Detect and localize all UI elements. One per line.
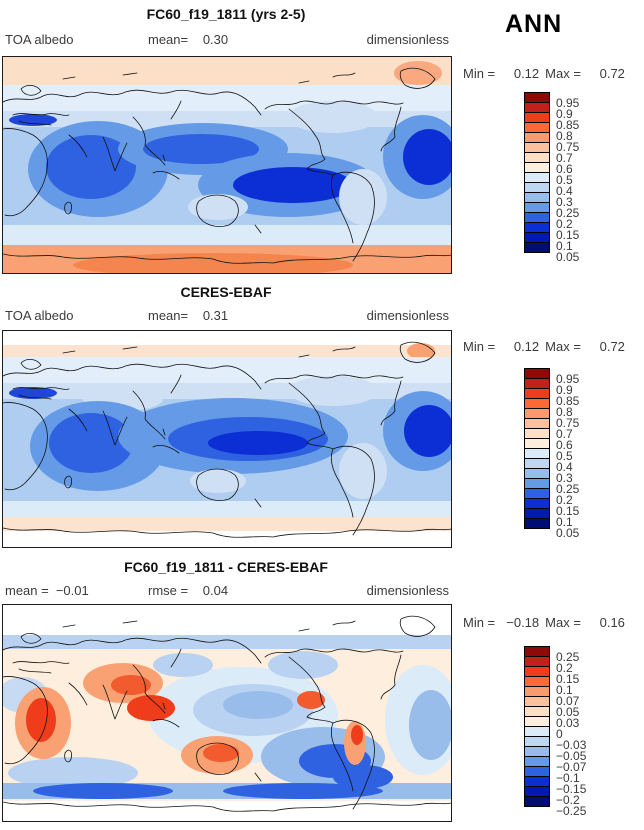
colorbar-tick-label: 0.85 bbox=[556, 394, 580, 408]
panel2-map-obs-albedo bbox=[2, 330, 452, 548]
panel3-map-difference bbox=[2, 604, 452, 822]
season-label: ANN bbox=[505, 10, 563, 38]
colorbar-cell bbox=[524, 242, 550, 253]
colorbar-tick-label: 0.6 bbox=[556, 162, 573, 176]
colorbar-tick-label: 0.1 bbox=[556, 515, 573, 529]
colorbar-tick-label: 0.07 bbox=[556, 694, 580, 708]
colorbar-tick-label: 0.95 bbox=[556, 372, 580, 386]
panel1-title: FC60_f19_1811 (yrs 2-5) bbox=[146, 6, 306, 22]
colorbar-tick-label: −0.25 bbox=[556, 804, 587, 818]
panel1-header-row: TOA albedo mean= 0.30 dimensionless bbox=[2, 32, 450, 48]
colorbar-tick-label: 0.7 bbox=[556, 151, 573, 165]
colorbar-tick-label: 0.4 bbox=[556, 460, 573, 474]
colorbar-cell bbox=[524, 518, 550, 529]
colorbar-tick-label: 0.15 bbox=[556, 672, 580, 686]
colorbar-tick-label: 0.9 bbox=[556, 383, 573, 397]
panel2-variable-label: TOA albedo bbox=[5, 308, 74, 323]
panel2-max-value: 0.72 bbox=[599, 339, 625, 354]
colorbar-tick-label: 0.25 bbox=[556, 206, 580, 220]
colorbar-tick-label: 0.2 bbox=[556, 661, 573, 675]
colorbar-tick-label: −0.05 bbox=[556, 749, 587, 763]
panel3-colorbar: 0.25 0.2 0.15 0.1 0.07 0.05 0.03 0 −0.03 −0.05 −0.… bbox=[524, 646, 586, 817]
panel3-units-label: dimensionless bbox=[366, 583, 449, 598]
colorbar-tick-label: 0.15 bbox=[556, 504, 580, 518]
colorbar-tick-label: 0.9 bbox=[556, 107, 573, 121]
colorbar-tick-label: 0.75 bbox=[556, 416, 580, 430]
colorbar-tick-label: −0.1 bbox=[556, 771, 580, 785]
colorbar-tick-label: 0 bbox=[556, 727, 563, 741]
panel1-colorbar: 0.95 0.9 0.85 0.8 0.75 0.7 0.6 0.5 0.4 0.3 0.25 0.2… bbox=[524, 92, 579, 263]
panel2-header-row: TOA albedo mean= 0.31 dimensionless bbox=[2, 308, 450, 324]
panel3-minmax: Min = −0.18 Max = 0.16 bbox=[463, 615, 641, 630]
panel2-min-key: Min = bbox=[463, 339, 496, 354]
panel2-mean-label: mean= 0.31 bbox=[148, 308, 229, 323]
colorbar-tick-label: 0.1 bbox=[556, 683, 573, 697]
panel1-mean-label: mean= 0.30 bbox=[148, 32, 229, 47]
colorbar-tick-label: 0.95 bbox=[556, 96, 580, 110]
panel1-minmax: Min = 0.12 Max = 0.72 bbox=[463, 66, 641, 81]
panel2-colorbar: 0.95 0.9 0.85 0.8 0.75 0.7 0.6 0.5 0.4 0.3 0.25 0.2… bbox=[524, 368, 579, 539]
colorbar-tick-label: 0.03 bbox=[556, 716, 580, 730]
colorbar-tick-label: 0.5 bbox=[556, 449, 573, 463]
colorbar-tick-label: 0.05 bbox=[556, 526, 580, 540]
colorbar-tick-label: 0.05 bbox=[556, 705, 580, 719]
panel3-mean-label: mean = −0.01 bbox=[5, 583, 89, 598]
panel2-minmax: Min = 0.12 Max = 0.72 bbox=[463, 339, 641, 354]
panel1-units-label: dimensionless bbox=[366, 32, 449, 47]
panel1-variable-label: TOA albedo bbox=[5, 32, 74, 47]
colorbar-tick-label: 0.7 bbox=[556, 427, 573, 441]
colorbar-tick-label: 0.8 bbox=[556, 129, 573, 143]
colorbar-cell bbox=[524, 796, 550, 807]
colorbar-tick-label: 0.85 bbox=[556, 118, 580, 132]
colorbar-tick-label: 0.2 bbox=[556, 493, 573, 507]
colorbar-tick-label: 0.75 bbox=[556, 140, 580, 154]
colorbar-tick-label: 0.05 bbox=[556, 250, 580, 264]
colorbar-tick-label: 0.25 bbox=[556, 482, 580, 496]
panel1-max-value: 0.72 bbox=[599, 66, 625, 81]
colorbar-tick-label: 0.6 bbox=[556, 438, 573, 452]
colorbar-tick-label: 0.3 bbox=[556, 195, 573, 209]
panel3-min-key: Min = bbox=[463, 615, 496, 630]
colorbar-tick-label: 0.1 bbox=[556, 239, 573, 253]
colorbar-tick-label: −0.03 bbox=[556, 738, 587, 752]
panel3-rmse-label: rmse = 0.04 bbox=[148, 583, 229, 598]
colorbar-tick-label: −0.15 bbox=[556, 782, 587, 796]
colorbar-tick-label: 0.4 bbox=[556, 184, 573, 198]
colorbar-tick-label: −0.07 bbox=[556, 760, 587, 774]
panel3-title: FC60_f19_1811 - CERES-EBAF bbox=[124, 559, 328, 575]
panel3-header-row: mean = −0.01 rmse = 0.04 dimensionless bbox=[2, 583, 450, 599]
colorbar-tick-label: 0.8 bbox=[556, 405, 573, 419]
panel3-min-value: −0.18 bbox=[506, 615, 540, 630]
colorbar-tick-label: 0.2 bbox=[556, 217, 573, 231]
colorbar-tick-label: 0.15 bbox=[556, 228, 580, 242]
panel2-units-label: dimensionless bbox=[366, 308, 449, 323]
panel3-max-key: Max = bbox=[545, 615, 581, 630]
panel2-min-value: 0.12 bbox=[513, 339, 540, 354]
panel2-title: CERES-EBAF bbox=[180, 284, 272, 300]
panel1-max-key: Max = bbox=[545, 66, 581, 81]
panel3-max-value: 0.16 bbox=[599, 615, 625, 630]
panel1-min-key: Min = bbox=[463, 66, 496, 81]
panel1-map-model-albedo bbox=[2, 56, 452, 274]
colorbar-tick-label: −0.2 bbox=[556, 793, 580, 807]
colorbar-tick-label: 0.3 bbox=[556, 471, 573, 485]
panel2-max-key: Max = bbox=[545, 339, 581, 354]
colorbar-tick-label: 0.25 bbox=[556, 650, 580, 664]
colorbar-tick-label: 0.5 bbox=[556, 173, 573, 187]
panel1-min-value: 0.12 bbox=[513, 66, 540, 81]
